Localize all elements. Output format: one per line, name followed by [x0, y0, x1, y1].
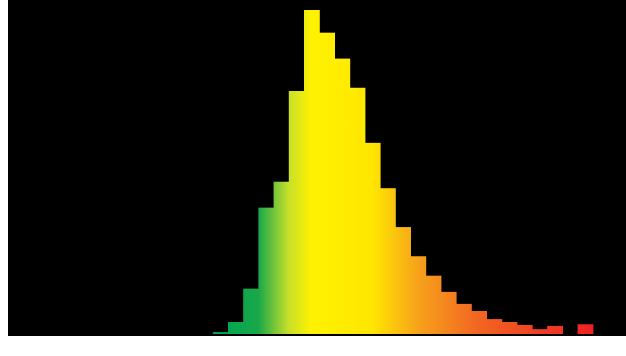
x-tick-label: 600: [320, 338, 353, 356]
spectrum-bar-630: [380, 188, 396, 334]
spectrum-bar-670: [440, 291, 457, 334]
spectrum-bar-690: [471, 311, 487, 334]
spectrum-bar-570: [288, 91, 305, 334]
x-tick-label: 500: [168, 338, 201, 356]
spectrum-bar-730: [532, 329, 548, 334]
spectrum-bar-700: [486, 319, 503, 334]
x-tick-label: 700 nm: [472, 338, 539, 356]
spectrum-bar-650: [410, 256, 427, 334]
spectrum-bar-720: [516, 324, 533, 334]
spectrum-bar-600: [334, 58, 351, 334]
spectrum-bar-590: [319, 32, 335, 335]
spectrum-bar-550: [258, 207, 275, 334]
spectrum-bar-760: [577, 324, 594, 334]
x-tick-label: 400: [16, 338, 49, 356]
spectrum-bar-680: [456, 303, 472, 334]
spectrum-bar-740: [547, 325, 563, 334]
spectrum-bar-640: [395, 227, 411, 334]
spectrum-bar-540: [243, 288, 259, 334]
spectrum-bar-580: [304, 10, 320, 334]
tick-labels: 400 500 600 700 nm: [16, 338, 539, 356]
spectrum-bar-710: [501, 322, 518, 334]
bars-layer: [212, 10, 594, 335]
spectrum-bar-520: [212, 332, 229, 334]
spectrum-bar-660: [425, 275, 442, 334]
spectrum-bar-610: [349, 87, 366, 334]
spectrum-bar-560: [273, 181, 290, 334]
spectrum-bar-620: [364, 142, 381, 334]
spectrum-bar-530: [228, 322, 244, 334]
